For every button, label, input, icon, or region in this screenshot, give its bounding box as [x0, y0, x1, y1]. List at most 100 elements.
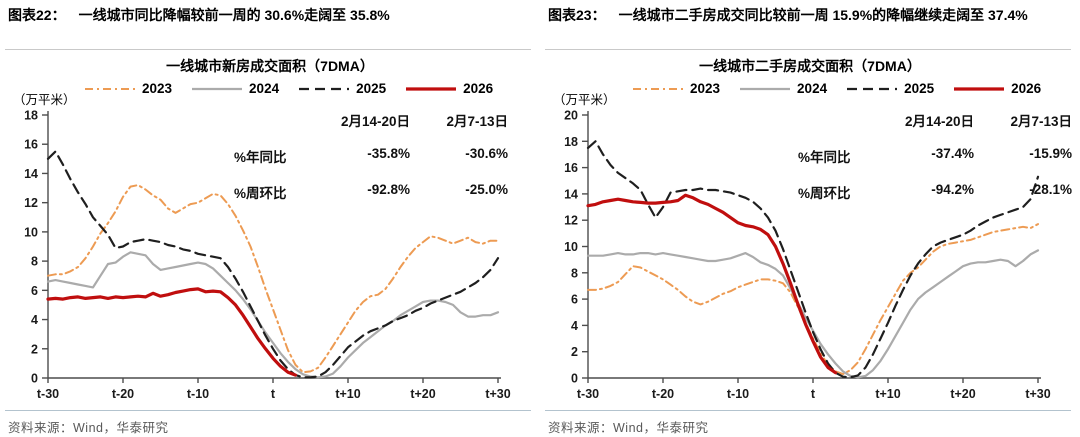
table-corner-cell — [798, 110, 874, 130]
legend-label-2023: 2023 — [690, 81, 721, 96]
table-value-wow-prior: -25.0% — [465, 182, 508, 197]
chart-canvas: 0 2 4 6 8 10 12 14 16 18 t-30 t-20 t-10 t t+10 t+20 t+30 — [24, 109, 511, 402]
legend-label-2024: 2024 — [797, 81, 828, 96]
caption-divider — [545, 49, 1071, 50]
svg-text:14: 14 — [24, 167, 38, 181]
legend-line-2023-icon — [633, 87, 683, 90]
table-corner-cell — [234, 110, 310, 130]
table-value-yoy-prior: -15.9% — [1029, 146, 1072, 161]
table-row-label-yoy: %年同比 — [234, 150, 287, 165]
svg-text:0: 0 — [31, 372, 38, 386]
svg-text:20: 20 — [564, 109, 578, 123]
table-value-wow-current: -92.8% — [367, 182, 410, 197]
series-2024-line — [46, 251, 500, 379]
footer-divider — [5, 410, 531, 411]
series-2026-line — [46, 287, 298, 377]
svg-text:18: 18 — [564, 135, 578, 149]
series-2025-line — [46, 150, 500, 379]
axes: 0 2 4 6 8 10 12 14 16 18 20 t-30 t-20 t-10 t t+10 t+20 t+… — [564, 109, 1051, 402]
svg-text:18: 18 — [24, 109, 38, 123]
axes: 0 2 4 6 8 10 12 14 16 18 t-30 t-20 t-10 t t+10 t+20 t+30 — [24, 109, 511, 402]
figure-22: 图表22： 一线城市同比降幅较前一周的 30.6%走阔至 35.8% 一线城市新房… — [5, 5, 531, 435]
svg-text:t+30: t+30 — [485, 387, 510, 401]
svg-text:t+10: t+10 — [875, 387, 900, 401]
svg-text:6: 6 — [31, 284, 38, 298]
table-header-week-current: 2月14-20日 — [340, 114, 410, 129]
table-value-yoy-current: -35.8% — [367, 146, 410, 161]
svg-text:10: 10 — [24, 225, 38, 239]
footer-divider — [545, 410, 1071, 411]
svg-text:8: 8 — [31, 255, 38, 269]
chart-canvas: 0 2 4 6 8 10 12 14 16 18 20 t-30 t-20 t-10 t t+10 t+20 t+… — [564, 109, 1051, 402]
figure-caption: 图表23： 一线城市二手房成交同比较前一周 15.9%的降幅继续走阔至 37.4% — [548, 5, 1064, 26]
y-axis-unit-label: （万平米） — [553, 93, 616, 107]
svg-text:8: 8 — [571, 266, 578, 280]
svg-text:t: t — [271, 387, 276, 401]
svg-text:t: t — [811, 387, 816, 401]
figure-caption: 图表22： 一线城市同比降幅较前一周的 30.6%走阔至 35.8% — [8, 5, 524, 26]
chart-legend: 2023 2024 2025 2026 — [84, 81, 506, 96]
chart-title: 一线城市新房成交面积（7DMA） — [166, 58, 374, 74]
table-row-label-yoy: %年同比 — [798, 150, 851, 165]
svg-text:16: 16 — [564, 161, 578, 175]
legend-line-2025-icon — [847, 87, 898, 90]
source-note: 资料来源：Wind，华泰研究 — [8, 421, 169, 435]
legend-line-2026-icon — [954, 86, 1005, 91]
series-2023-line — [587, 223, 1039, 376]
svg-text:t-20: t-20 — [652, 387, 674, 401]
table-value-yoy-current: -37.4% — [931, 146, 974, 161]
y-axis-unit-label: （万平米） — [13, 93, 76, 107]
svg-text:t+20: t+20 — [410, 387, 435, 401]
legend-label-2025: 2025 — [356, 81, 387, 96]
legend-line-2026-icon — [406, 86, 457, 91]
svg-text:t+10: t+10 — [335, 387, 360, 401]
annotation-table: 2月14-20日 2月7-13日 %年同比 -37.4% -15.9% %周环比… — [798, 110, 1072, 202]
chart-title: 一线城市二手房成交面积（7DMA） — [699, 58, 921, 74]
svg-text:t+30: t+30 — [1025, 387, 1050, 401]
svg-text:10: 10 — [564, 240, 578, 254]
svg-text:16: 16 — [24, 138, 38, 152]
figure-number: 图表22： — [8, 7, 66, 23]
svg-text:14: 14 — [564, 187, 578, 201]
chart-legend: 2023 2024 2025 2026 — [632, 81, 1054, 96]
svg-text:6: 6 — [571, 293, 578, 307]
svg-text:4: 4 — [31, 313, 38, 327]
annotation-table: 2月14-20日 2月7-13日 %年同比 -35.8% -30.6% %周环比… — [234, 110, 508, 202]
legend-label-2025: 2025 — [904, 81, 935, 96]
svg-text:t+20: t+20 — [950, 387, 975, 401]
svg-text:2: 2 — [571, 345, 578, 359]
table-header-week-prior: 2月7-13日 — [1010, 114, 1072, 129]
svg-text:t-20: t-20 — [112, 387, 134, 401]
table-header-week-prior: 2月7-13日 — [446, 114, 508, 129]
svg-text:2: 2 — [31, 342, 38, 356]
series-2025-line — [586, 140, 1040, 379]
table-header-week-current: 2月14-20日 — [904, 114, 974, 129]
caption-divider — [5, 49, 531, 50]
legend-line-2024-icon — [192, 87, 243, 90]
table-value-yoy-prior: -30.6% — [465, 146, 508, 161]
table-row-label-wow: %周环比 — [798, 186, 851, 201]
svg-text:12: 12 — [564, 214, 578, 228]
source-note: 资料来源：Wind，华泰研究 — [548, 421, 709, 435]
svg-text:t-10: t-10 — [727, 387, 749, 401]
legend-label-2026: 2026 — [463, 81, 494, 96]
figure-23: 图表23： 一线城市二手房成交同比较前一周 15.9%的降幅继续走阔至 37.4%… — [540, 0, 1080, 437]
table-value-wow-current: -94.2% — [931, 182, 974, 197]
svg-text:4: 4 — [571, 319, 578, 333]
table-row-label-wow: %周环比 — [234, 186, 287, 201]
figure-number: 图表23： — [548, 7, 606, 23]
svg-text:t-30: t-30 — [37, 387, 59, 401]
legend-label-2024: 2024 — [249, 81, 280, 96]
legend-label-2026: 2026 — [1011, 81, 1042, 96]
svg-text:0: 0 — [571, 372, 578, 386]
legend-line-2023-icon — [85, 87, 135, 90]
figure-caption-text: 一线城市二手房成交同比较前一周 15.9%的降幅继续走阔至 37.4% — [618, 7, 1028, 23]
svg-text:t-30: t-30 — [577, 387, 599, 401]
table-value-wow-prior: -28.1% — [1029, 182, 1072, 197]
legend-line-2024-icon — [740, 87, 791, 90]
svg-text:t-10: t-10 — [187, 387, 209, 401]
series-2023-line — [47, 184, 499, 374]
svg-text:12: 12 — [24, 196, 38, 210]
legend-line-2025-icon — [299, 87, 350, 90]
